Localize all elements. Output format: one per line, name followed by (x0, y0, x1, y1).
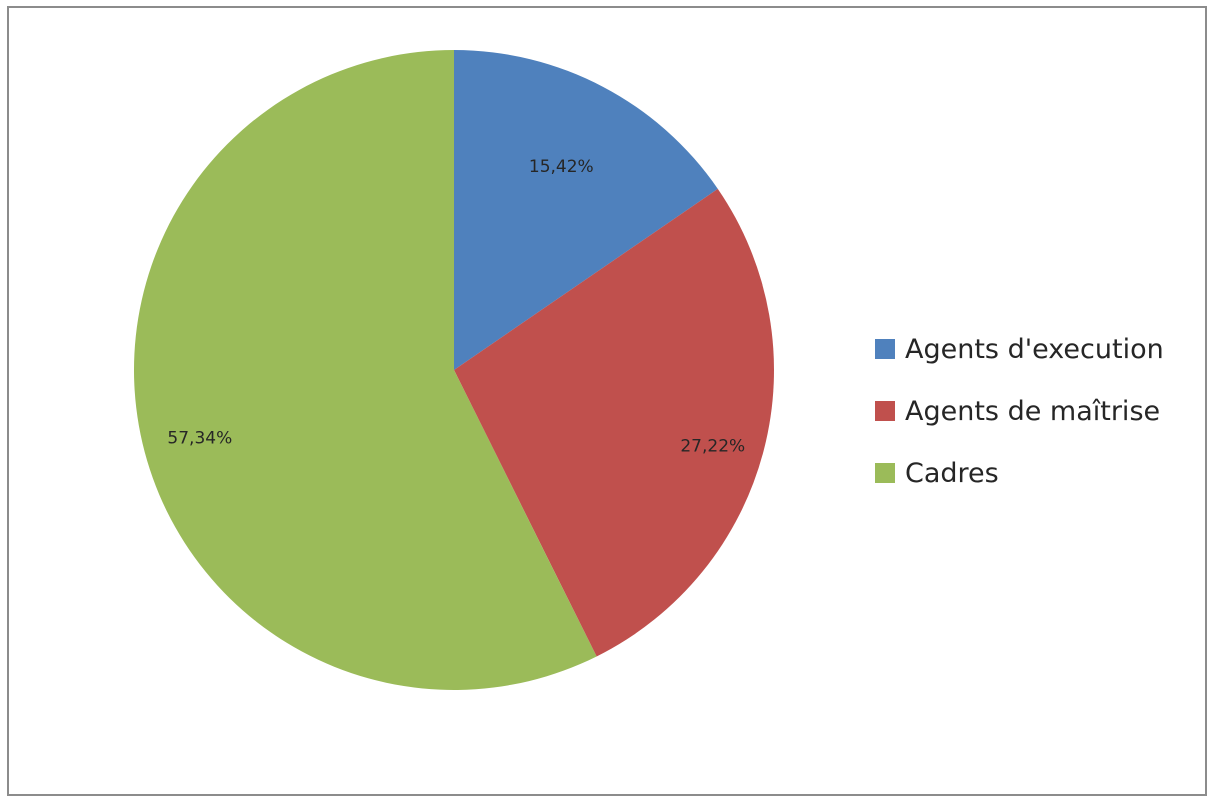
pie-slice-cadres (134, 50, 597, 690)
legend-item-agents-maitrise: Agents de maîtrise (875, 380, 1164, 442)
data-label-agents-d-execution: 15,42% (529, 157, 594, 177)
legend-label-agents-maitrise: Agents de maîtrise (905, 395, 1161, 427)
pie-data-labels: 15,42% 27,22% 57,34% (167, 157, 745, 456)
legend-swatch-agents-execution (875, 339, 895, 359)
pie-slice-agents-d-execution (454, 50, 718, 370)
legend-swatch-agents-maitrise (875, 401, 895, 421)
legend-item-agents-execution: Agents d'execution (875, 318, 1164, 380)
pie-slice-agents-de-maitrise (454, 188, 775, 657)
pie-slices (134, 50, 775, 690)
data-label-cadres: 57,34% (167, 428, 232, 448)
legend: Agents d'execution Agents de maîtrise Ca… (875, 318, 1164, 504)
legend-swatch-cadres (875, 463, 895, 483)
legend-label-agents-execution: Agents d'execution (905, 333, 1164, 365)
data-label-agents-de-maitrise: 27,22% (680, 436, 745, 456)
legend-item-cadres: Cadres (875, 442, 1164, 504)
legend-label-cadres: Cadres (905, 457, 999, 489)
